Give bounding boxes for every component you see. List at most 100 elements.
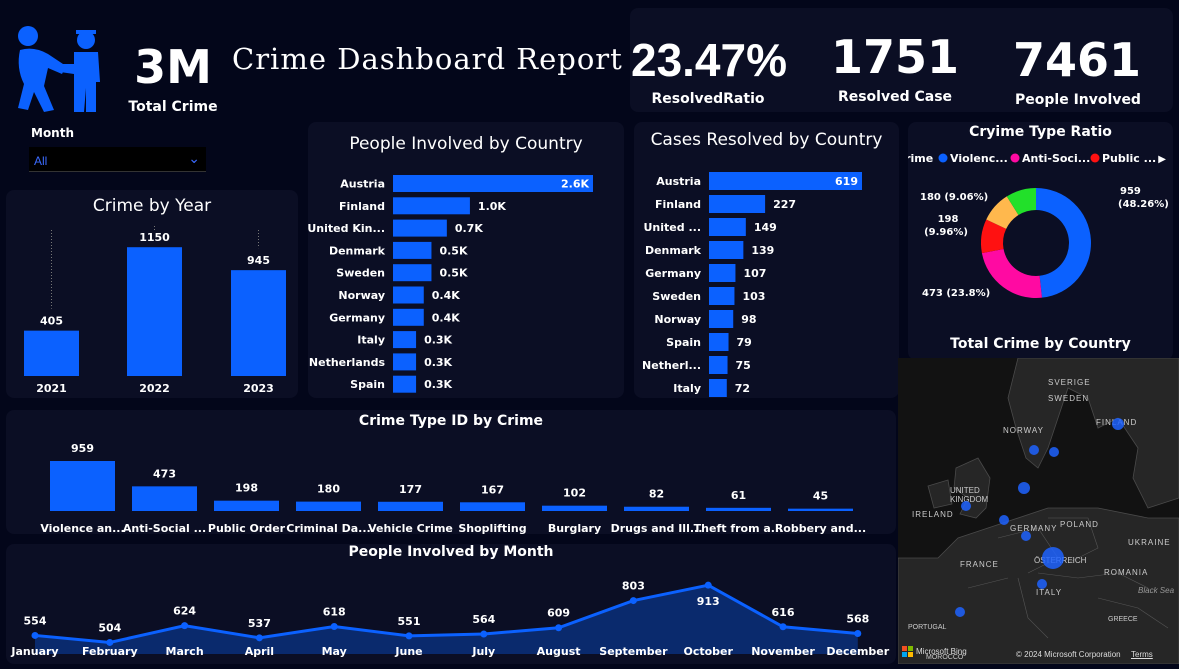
crime-type-bar — [214, 500, 279, 511]
month-data-label: 564 — [472, 613, 495, 626]
country-tick-label: Denmark — [645, 244, 702, 257]
map-label-ukraine: UKRAINE — [1128, 538, 1171, 547]
people-by-month-panel[interactable]: People Involved by Month 554 January 504 Fe… — [6, 544, 896, 664]
year-bar-label: 1150 — [139, 231, 170, 244]
crime-type-bar-label: 177 — [399, 483, 422, 496]
month-data-label: 551 — [398, 615, 421, 628]
month-point — [480, 630, 488, 638]
cases-by-country-panel[interactable]: Cases Resolved by Country Austria 619 Finl… — [634, 122, 899, 398]
month-point — [181, 622, 189, 630]
crime-type-id-title: Crime Type ID by Crime — [358, 413, 544, 429]
month-data-label: 504 — [98, 621, 121, 634]
year-bar-label: 405 — [40, 315, 63, 328]
country-bar — [709, 356, 728, 374]
country-bar — [393, 175, 593, 192]
month-tick-label: March — [166, 645, 204, 658]
country-tick-label: Norway — [338, 289, 385, 302]
bubble-uk — [961, 501, 971, 511]
country-bar — [709, 287, 735, 305]
crime-type-bar-label: 198 — [235, 482, 258, 495]
legend-entry: Violenc... — [950, 152, 1008, 165]
country-bar — [393, 308, 424, 326]
map-title: Total Crime by Country — [950, 336, 1131, 352]
map-label-romania: ROMANIA — [1104, 568, 1149, 577]
month-tick-label: December — [826, 645, 889, 658]
month-tick-label: June — [394, 645, 422, 658]
country-bar — [393, 331, 417, 349]
crime-type-ratio-chart: Crime Violenc... Anti-Soci... Public ...▶ 95… — [908, 152, 1169, 299]
crime-type-ratio-panel[interactable]: Cryime Type Ratio Crime Violenc... Anti-So… — [908, 122, 1173, 360]
donut-slice — [1006, 188, 1036, 216]
donut-data-label: 180 (9.06%) — [920, 192, 988, 203]
country-bar — [393, 286, 424, 304]
country-bar — [709, 333, 729, 351]
people-by-country-panel[interactable]: People Involved by Country Austria 2.6K Fi… — [308, 122, 624, 398]
country-bar-label: 0.3K — [424, 356, 452, 369]
country-bar-label: 0.3K — [424, 334, 452, 347]
crime-by-year-title: Crime by Year — [92, 196, 212, 216]
country-bar — [709, 172, 862, 190]
month-point — [106, 638, 114, 646]
donut-data-label: 473 (23.8%) — [922, 288, 990, 299]
donut-slice — [981, 249, 1042, 298]
month-filter-dropdown[interactable]: All ⌄ — [29, 147, 206, 172]
month-point — [255, 634, 263, 642]
chevron-down-icon: ⌄ — [188, 150, 200, 166]
donut-slice — [1036, 188, 1091, 298]
bubble-denmark — [1018, 482, 1030, 494]
country-bar-label: 227 — [773, 198, 796, 211]
country-tick-label: Germany — [645, 267, 701, 280]
map-label-morocco: MOROCCO — [926, 654, 964, 661]
country-bar-label: 72 — [735, 382, 750, 395]
crime-by-year-chart: 405 2021 1150 2022 945 2023 — [24, 225, 286, 395]
map-bubbles — [955, 418, 1124, 617]
crime-type-bar-label: 61 — [731, 489, 746, 502]
people-by-month-title: People Involved by Month — [348, 544, 554, 560]
donut-data-label: (9.96%) — [924, 227, 968, 238]
crime-type-bar-label: 167 — [481, 483, 504, 496]
page-title: Crime Dashboard Report — [232, 42, 623, 76]
europe-map[interactable]: SVERIGE SWEDEN FINLAND NORWAY UNITED KIN… — [898, 358, 1179, 664]
country-tick-label: Finland — [655, 198, 701, 211]
people-by-country-chart: Austria 2.6K Finland 1.0K United Kin... 0.7K D… — [308, 175, 593, 393]
month-line — [34, 583, 858, 644]
microsoft-bing-logo: Microsoft Bing — [902, 646, 967, 657]
crime-type-id-panel[interactable]: Crime Type ID by Crime 959 Violence an...… — [6, 410, 896, 534]
country-bar-label: 0.4K — [432, 289, 460, 302]
people-involved-value: 7461 — [1012, 33, 1142, 87]
legend-dot — [1090, 153, 1100, 163]
month-filter-label: Month — [31, 126, 75, 140]
country-tick-label: United Kin... — [308, 222, 385, 235]
crime-type-tick-label: Drugs and Ill... — [611, 522, 703, 534]
people-involved-label: People Involved — [1015, 92, 1141, 108]
crime-by-year-panel[interactable]: Crime by Year 405 2021 1150 2022 945 2023 — [6, 190, 298, 398]
country-tick-label: Sweden — [336, 267, 385, 280]
country-bar — [709, 241, 744, 259]
bubble-sweden — [1049, 447, 1059, 457]
crime-type-bar-label: 45 — [813, 490, 828, 503]
year-bar — [127, 247, 182, 376]
month-point — [704, 581, 712, 589]
crime-type-tick-label: Violence an... — [40, 522, 124, 534]
month-tick-label: August — [537, 645, 581, 658]
country-bar — [393, 219, 447, 237]
month-data-label: 537 — [248, 617, 271, 630]
country-tick-label: Spain — [666, 336, 701, 349]
people-by-month-chart: 554 January 504 February 624 March 537 April 618… — [10, 580, 889, 658]
people-by-country-title: People Involved by Country — [349, 134, 583, 154]
map-terms-link[interactable]: Terms — [1131, 650, 1153, 659]
map-label-portugal: PORTUGAL — [908, 624, 947, 631]
crime-type-tick-label: Public Order — [208, 522, 286, 534]
crime-type-tick-label: Anti-Social ... — [123, 522, 206, 534]
map-label-uk: UNITED KINGDOM — [950, 486, 989, 504]
donut-data-label: 959 — [1120, 186, 1141, 197]
year-tick-label: 2021 — [36, 382, 67, 395]
month-tick-label: November — [751, 645, 815, 658]
crime-type-bar-label: 959 — [71, 442, 94, 455]
country-bar-label: 149 — [754, 221, 777, 234]
country-bar-label: 2.6K — [561, 178, 589, 191]
country-bar — [709, 264, 736, 282]
month-data-label: 616 — [772, 606, 795, 619]
country-bar — [393, 197, 470, 215]
crime-type-bar-label: 473 — [153, 467, 176, 480]
